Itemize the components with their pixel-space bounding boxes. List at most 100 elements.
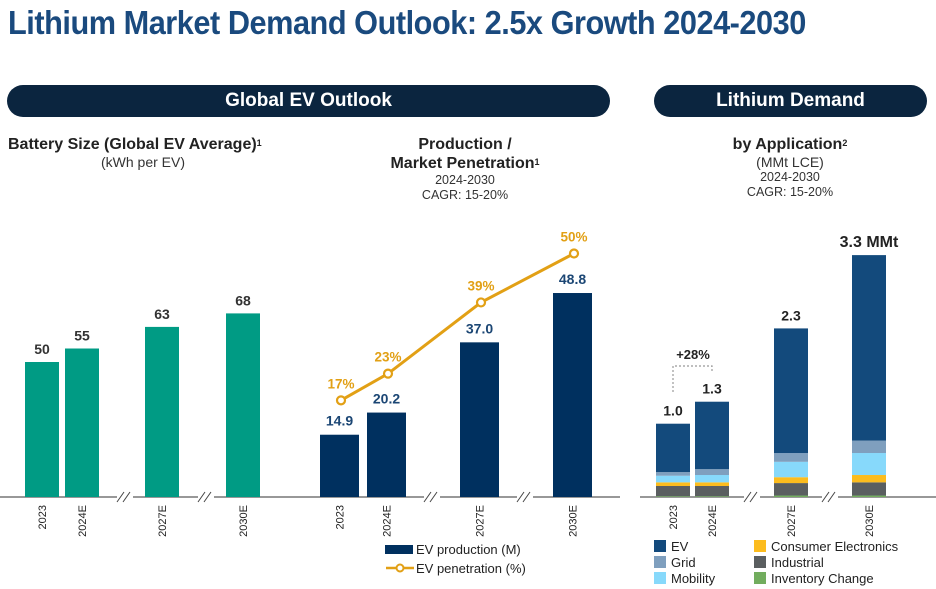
legend-swatch xyxy=(754,540,766,552)
x-tick-label: 2030E xyxy=(568,505,580,537)
chart-title: Battery Size (Global EV Average) xyxy=(8,136,257,153)
legend-label: EV production (M) xyxy=(416,541,521,557)
axis-break-gap xyxy=(822,491,838,503)
x-tick-label: 2027E xyxy=(786,505,798,537)
line-point-ev-penetration xyxy=(335,395,347,406)
axis-break-mark xyxy=(821,491,830,503)
stacked-segment-mobility xyxy=(774,461,808,478)
chart-title: by Application xyxy=(732,136,843,153)
band-label: Global EV Outlook xyxy=(225,90,392,111)
bar-value-label: 63 xyxy=(154,306,170,322)
stacked-segment-ev xyxy=(695,401,729,470)
band-global-ev-outlook: Global EV Outlook xyxy=(7,85,610,117)
growth-annotation: +28% xyxy=(676,347,710,362)
legend-item-industrial: Industrial xyxy=(754,554,898,570)
chart-note-cagr: CAGR: 15-20% xyxy=(746,185,834,199)
stacked-segment-consumer xyxy=(656,482,690,487)
bar-battery-size xyxy=(226,313,260,497)
axis-break-gap xyxy=(117,491,133,503)
stack-total-label: 1.0 xyxy=(663,403,683,419)
stacked-segment-consumer xyxy=(774,477,808,484)
legend-swatch-bar xyxy=(385,544,413,554)
footnote-marker: 1 xyxy=(256,138,262,148)
lithium-chart-heading: by Application2 (MMt LCE) 2024-2030 CAGR… xyxy=(690,135,890,200)
stacked-segment-industrial xyxy=(774,483,808,496)
axis-break-mark xyxy=(827,491,836,503)
legend-swatch-line xyxy=(386,563,414,573)
axis-break-mark xyxy=(743,491,752,503)
battery-chart-heading: Battery Size (Global EV Average)1 (kWh p… xyxy=(8,135,270,170)
axis-break-mark xyxy=(116,491,125,503)
legend-item-mobility: Mobility xyxy=(654,570,754,586)
chart-title-line2: Market Penetration xyxy=(390,155,535,172)
stack-total-label: 3.3 MMt xyxy=(840,234,899,251)
stacked-segment-ev xyxy=(774,328,808,454)
axis-break-mark xyxy=(522,491,531,503)
legend-item-grid: Grid xyxy=(654,554,754,570)
x-tick-label: 2024E xyxy=(77,505,89,537)
bar-value-label: 68 xyxy=(235,292,251,308)
legend-item-ev-penetration: EV penetration (%) xyxy=(385,560,526,576)
stack-total-label: 2.3 xyxy=(781,307,801,323)
x-tick-label: 2030E xyxy=(238,505,250,537)
legend-label: EV penetration (%) xyxy=(416,560,526,576)
bar-value-label: 50 xyxy=(34,341,50,357)
bar-value-label: 48.8 xyxy=(559,271,586,287)
bar-battery-size xyxy=(145,326,179,497)
stacked-segment-consumer xyxy=(695,482,729,487)
axis-break-mark xyxy=(122,491,131,503)
bar-value-label: 37.0 xyxy=(466,320,493,336)
bar-ev-production xyxy=(320,434,359,497)
line-value-label: 39% xyxy=(467,278,494,293)
axis-break-gap xyxy=(517,491,533,503)
legend-label: Consumer Electronics xyxy=(771,538,899,554)
axis-break-mark xyxy=(423,491,432,503)
bar-battery-size xyxy=(65,348,99,497)
line-point-ev-penetration xyxy=(568,248,580,259)
page-title: Lithium Market Demand Outlook: 2.5x Grow… xyxy=(8,4,806,41)
legend-swatch xyxy=(654,572,666,584)
production-legend: EV production (M) EV penetration (%) xyxy=(385,541,526,576)
stack-total-label: 1.3 xyxy=(702,381,722,397)
legend-swatch xyxy=(754,572,766,584)
x-tick-label: 2023 xyxy=(335,505,347,529)
axis-break-gap xyxy=(424,491,440,503)
stacked-segment-inventory xyxy=(695,496,729,497)
bar-value-label: 55 xyxy=(74,328,90,344)
stacked-segment-inventory xyxy=(656,496,690,497)
legend-item-inventory-change: Inventory Change xyxy=(754,570,898,586)
line-value-label: 17% xyxy=(327,376,354,391)
chart-note-period: 2024-2030 xyxy=(760,170,820,184)
line-ev-penetration xyxy=(340,252,575,402)
legend-label: Mobility xyxy=(671,570,716,586)
legend-label: Industrial xyxy=(771,554,824,570)
stacked-segment-grid xyxy=(695,469,729,476)
stacked-segment-inventory xyxy=(852,495,886,497)
x-tick-label: 2027E xyxy=(157,505,169,537)
axis-break-mark xyxy=(749,491,758,503)
stacked-segment-grid xyxy=(774,453,808,462)
chart-note-cagr: CAGR: 15-20% xyxy=(421,188,509,202)
band-label: Lithium Demand xyxy=(716,90,865,111)
footnote-marker: 1 xyxy=(534,157,540,167)
axis-break-mark xyxy=(203,491,212,503)
axis-break-gap xyxy=(744,491,760,503)
legend-label: Grid xyxy=(671,554,696,570)
bar-battery-size xyxy=(25,362,59,497)
chart-title-line1: Production / xyxy=(418,136,512,153)
legend-swatch xyxy=(754,556,766,568)
axis-break-mark xyxy=(516,491,525,503)
production-chart-heading: Production / Market Penetration1 2024-20… xyxy=(350,135,580,203)
stacked-segment-mobility xyxy=(656,475,690,483)
stacked-segment-inventory xyxy=(774,495,808,497)
stacked-segment-ev xyxy=(656,423,690,473)
legend-item-ev: EV xyxy=(654,538,754,554)
axis-break-mark xyxy=(197,491,206,503)
chart-note-period: 2024-2030 xyxy=(435,173,495,187)
stacked-segment-consumer xyxy=(852,475,886,483)
x-tick-label: 2030E xyxy=(864,505,876,537)
bar-ev-production xyxy=(367,412,406,497)
line-value-label: 23% xyxy=(374,350,401,365)
band-lithium-demand: Lithium Demand xyxy=(654,85,927,117)
